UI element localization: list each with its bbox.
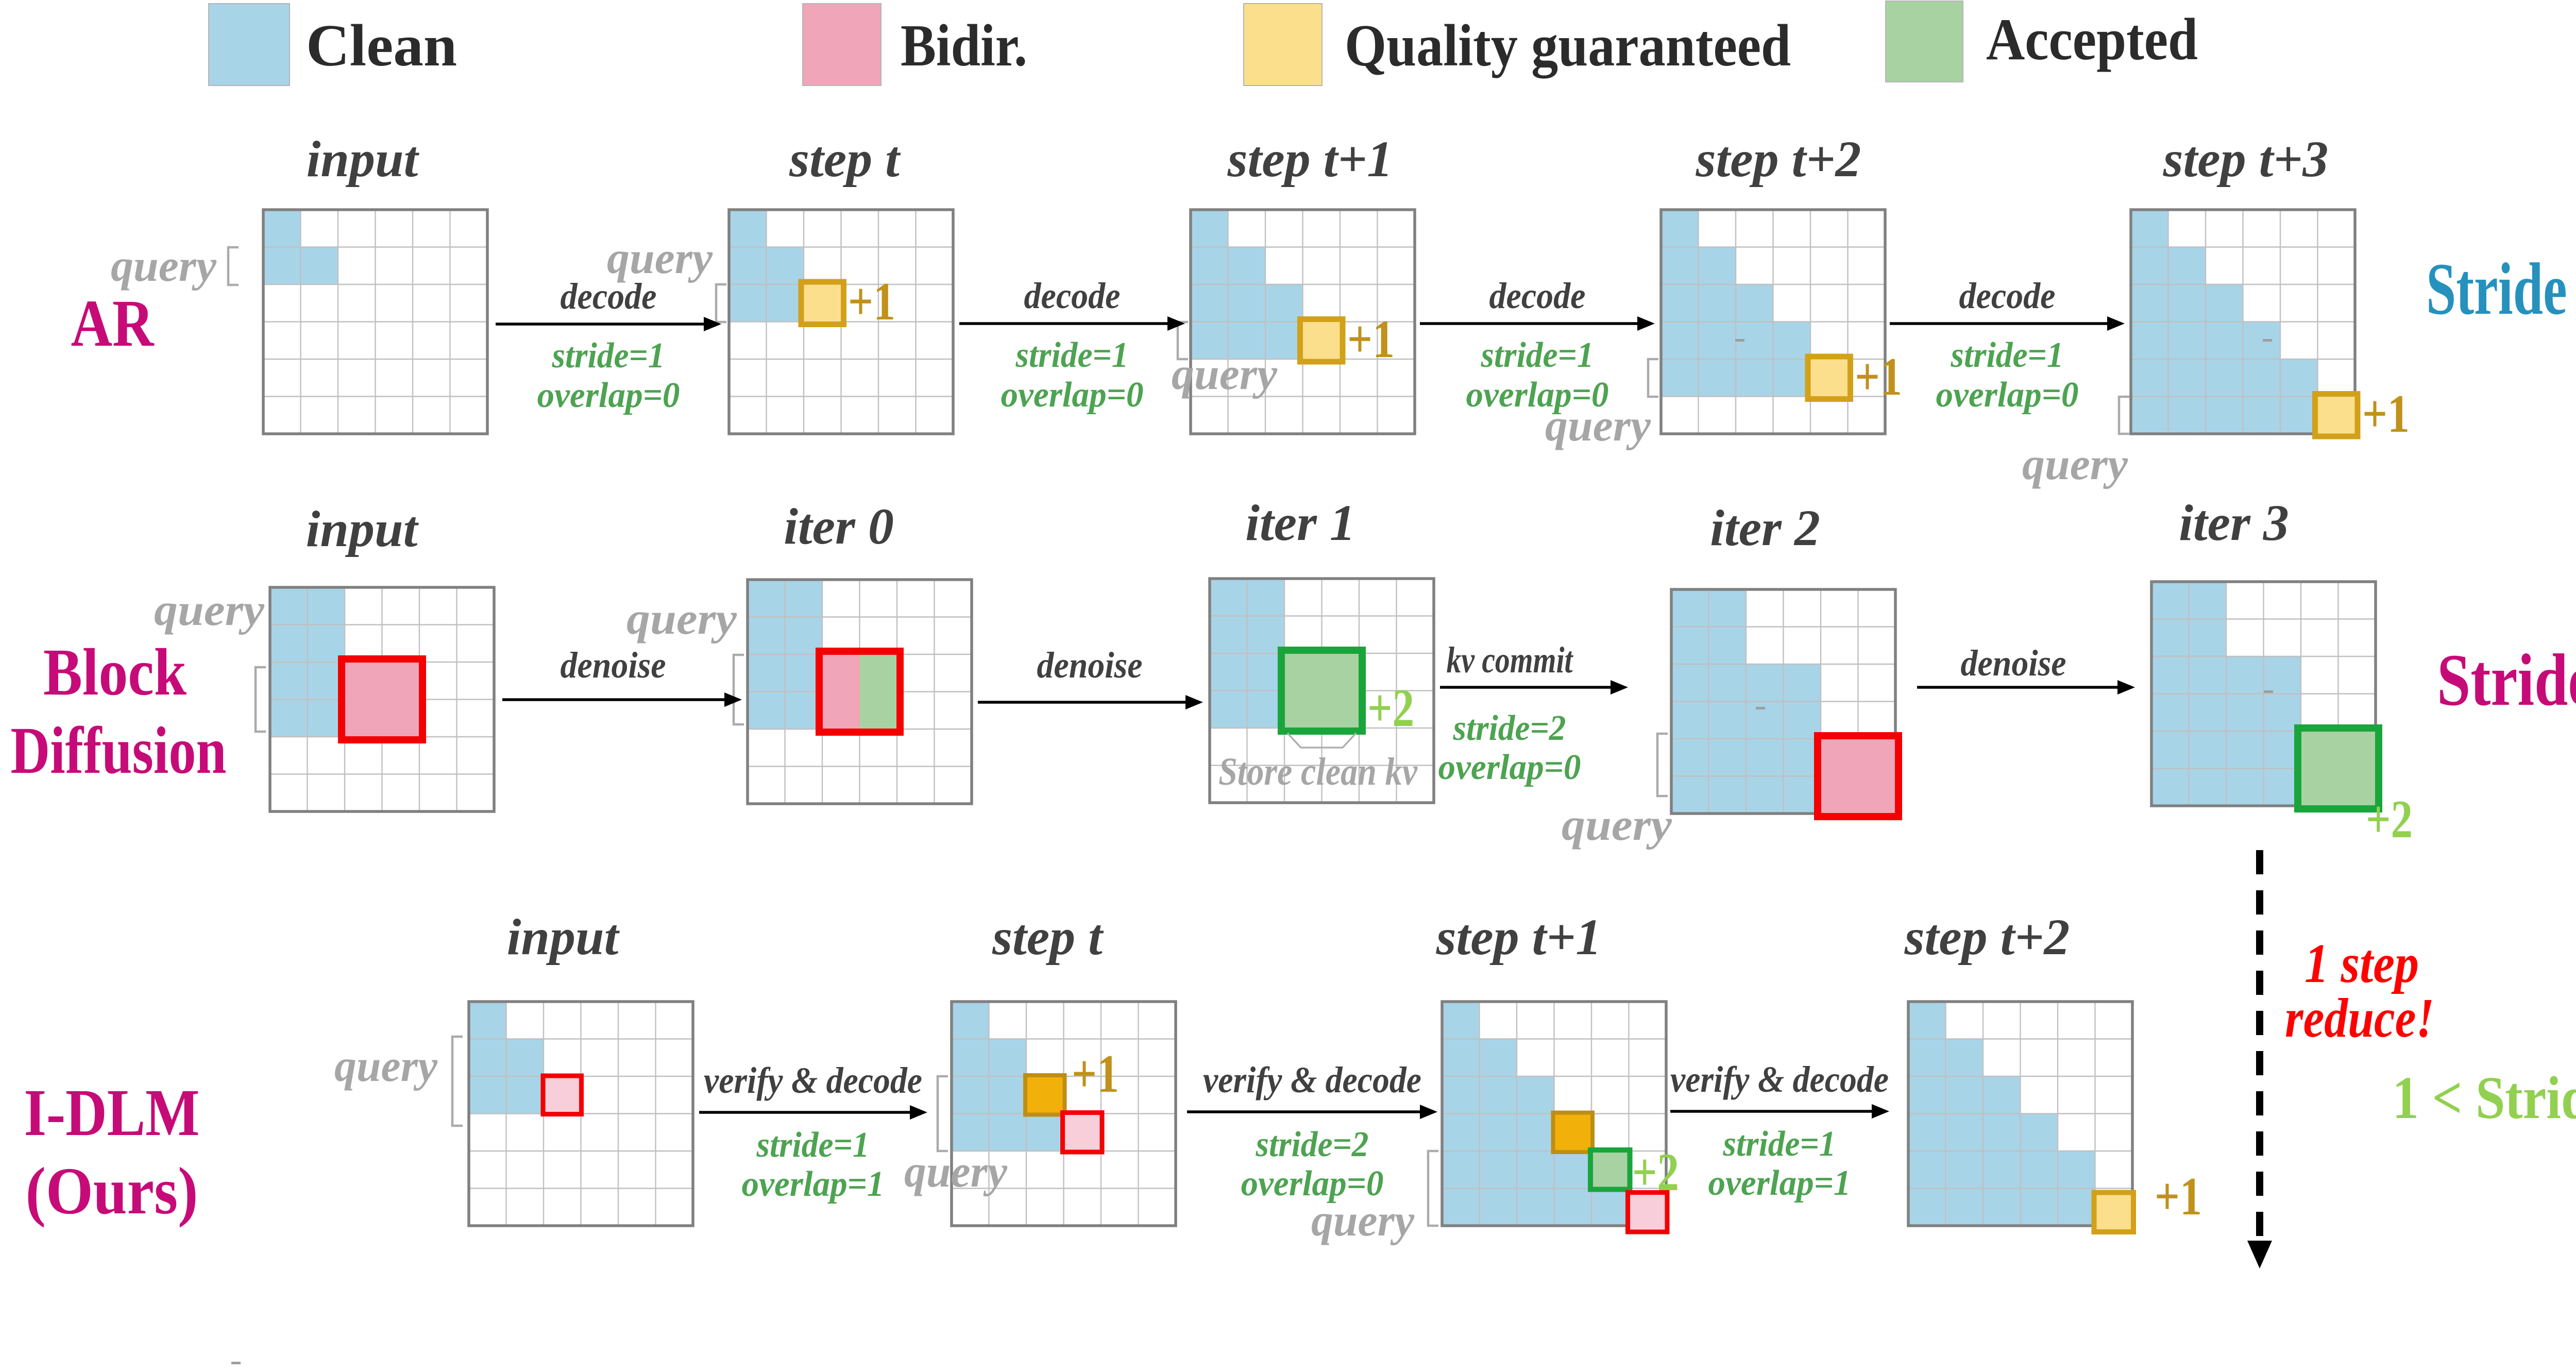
svg-text:verify & decode: verify & decode [704,1060,922,1101]
svg-text:stride=1: stride=1 [1951,335,2064,375]
svg-text:+2: +2 [1367,678,1414,738]
svg-text:decode: decode [1024,275,1121,316]
svg-text:step t+1: step t+1 [1227,130,1393,188]
svg-text:+1: +1 [1855,346,1902,407]
svg-text:reduce!: reduce! [2285,988,2434,1049]
svg-text:decode: decode [561,276,657,317]
svg-text:1 step: 1 step [2304,933,2419,994]
svg-text:query: query [1172,349,1278,399]
svg-text:step t+2: step t+2 [1904,908,2070,966]
svg-text:decode: decode [1489,275,1586,316]
svg-text:overlap=0: overlap=0 [537,376,680,415]
svg-text:iter 1: iter 1 [1245,494,1355,551]
svg-text:stride=2: stride=2 [1453,708,1566,748]
svg-text:verify & decode: verify & decode [1670,1059,1889,1100]
svg-text:decode: decode [1959,275,2056,316]
svg-text:Block: Block [43,635,187,709]
svg-text:query: query [607,233,713,283]
svg-text:(Ours): (Ours) [26,1154,198,1228]
svg-text:denoise: denoise [1961,642,2066,684]
svg-text:stride=1: stride=1 [552,336,665,376]
svg-text:input: input [306,500,419,557]
svg-text:+1: +1 [848,271,895,331]
svg-text:query: query [904,1147,1008,1197]
svg-text:iter 3: iter 3 [2179,494,2289,551]
svg-text:kv commit: kv commit [1447,639,1574,681]
svg-text:step t: step t [789,130,901,188]
svg-text:Quality guaranteed: Quality guaranteed [1345,13,1791,79]
svg-text:iter 2: iter 2 [1710,499,1820,556]
svg-text:stride=1: stride=1 [756,1125,870,1165]
svg-text:stride=1: stride=1 [1723,1124,1836,1164]
svg-text:query: query [2022,439,2128,489]
svg-text:+1: +1 [2155,1166,2202,1226]
svg-text:iter 0: iter 0 [784,498,894,555]
svg-text:Accepted: Accepted [1986,7,2198,73]
svg-text:overlap=0: overlap=0 [1466,375,1609,415]
svg-text:query: query [1311,1196,1415,1246]
svg-text:step t: step t [992,908,1104,966]
svg-text:step t+2: step t+2 [1696,130,1861,188]
svg-text:query: query [334,1041,438,1091]
svg-text:denoise: denoise [561,645,666,686]
svg-text:+1: +1 [1347,309,1395,369]
svg-text:Store clean kv: Store clean kv [1218,750,1418,793]
svg-text:overlap=0: overlap=0 [1936,375,2079,415]
svg-text:query: query [111,241,217,291]
svg-text:overlap=0: overlap=0 [1241,1164,1384,1204]
svg-text:overlap=0: overlap=0 [1001,375,1144,415]
svg-text:+1: +1 [2362,383,2410,444]
svg-text:verify & decode: verify & decode [1203,1059,1421,1101]
svg-text:overlap=1: overlap=1 [1708,1163,1851,1203]
svg-text:overlap=0: overlap=0 [1438,748,1581,787]
svg-text:query: query [626,594,737,644]
svg-text:stride=1: stride=1 [1481,335,1594,375]
svg-text:+1: +1 [1072,1043,1119,1104]
svg-text:step t+3: step t+3 [2163,130,2329,188]
svg-text:query: query [1562,800,1672,850]
svg-text:overlap=1: overlap=1 [742,1164,885,1204]
svg-text:I-DLM: I-DLM [24,1076,200,1150]
svg-text:Bidir.: Bidir. [901,13,1027,79]
svg-text:step t+1: step t+1 [1436,908,1602,966]
svg-text:1 < Stride < N: 1 < Stride < N [2393,1064,2576,1131]
svg-text:input: input [307,130,420,188]
svg-text:input: input [507,908,620,966]
svg-text:Diffusion: Diffusion [11,714,227,788]
svg-text:Stride = N: Stride = N [2437,639,2576,721]
svg-text:Clean: Clean [306,13,457,79]
svg-text:stride=1: stride=1 [1015,335,1129,375]
svg-text:stride=2: stride=2 [1256,1125,1369,1164]
svg-text:+2: +2 [2366,789,2413,849]
svg-text:query: query [154,585,265,635]
svg-text:Stride = 1;: Stride = 1; [2426,248,2576,330]
svg-text:denoise: denoise [1037,645,1143,686]
svg-text:query: query [1545,401,1651,451]
svg-text:AR: AR [71,286,155,361]
